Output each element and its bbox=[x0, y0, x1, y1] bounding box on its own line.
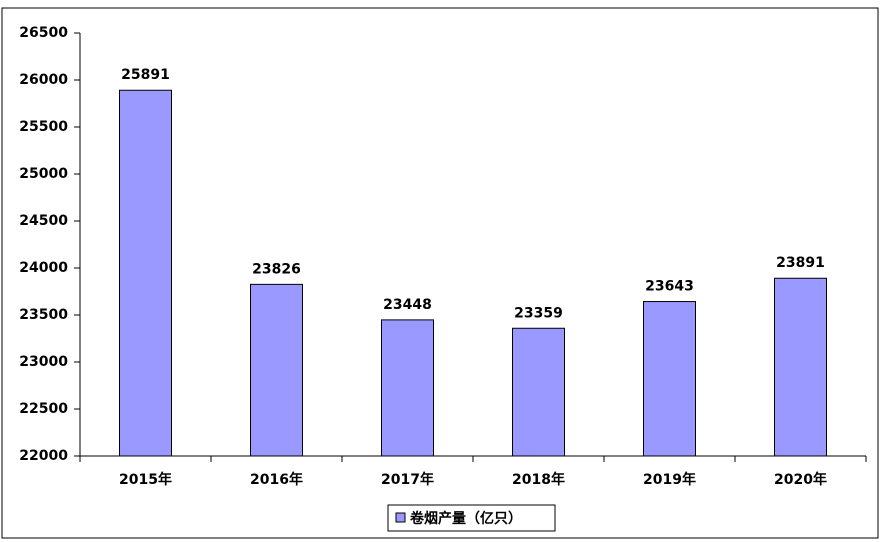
data-label: 25891 bbox=[121, 67, 170, 83]
legend-swatch bbox=[395, 512, 406, 523]
bar bbox=[774, 277, 827, 457]
data-label: 23826 bbox=[252, 261, 301, 277]
x-tick-label: 2015年 bbox=[119, 471, 172, 488]
x-tick-label: 2016年 bbox=[250, 471, 303, 488]
y-tick-label: 22000 bbox=[19, 448, 68, 464]
y-tick-label: 23500 bbox=[19, 307, 68, 323]
legend-box bbox=[387, 504, 556, 532]
bar bbox=[250, 283, 303, 457]
y-tick-label: 25000 bbox=[19, 166, 68, 182]
x-tick-label: 2020年 bbox=[774, 471, 827, 488]
bar bbox=[119, 89, 172, 457]
data-label: 23891 bbox=[776, 255, 825, 271]
y-tick-label: 22500 bbox=[19, 401, 68, 417]
x-tick-label: 2018年 bbox=[512, 471, 565, 488]
y-tick-label: 25500 bbox=[19, 119, 68, 135]
bar bbox=[512, 327, 565, 457]
data-label: 23448 bbox=[383, 297, 432, 313]
y-tick-label: 24000 bbox=[19, 260, 68, 276]
bar bbox=[643, 301, 696, 457]
y-tick-label: 23000 bbox=[19, 354, 68, 370]
y-tick-label: 26000 bbox=[19, 72, 68, 88]
y-tick-label: 24500 bbox=[19, 213, 68, 229]
legend-label: 卷烟产量（亿只） bbox=[409, 510, 522, 527]
data-label: 23643 bbox=[645, 279, 694, 295]
bar bbox=[381, 319, 434, 457]
x-tick-label: 2019年 bbox=[643, 471, 696, 488]
y-tick-label: 26500 bbox=[19, 25, 68, 41]
data-label: 23359 bbox=[514, 305, 563, 321]
x-tick-label: 2017年 bbox=[381, 471, 434, 488]
